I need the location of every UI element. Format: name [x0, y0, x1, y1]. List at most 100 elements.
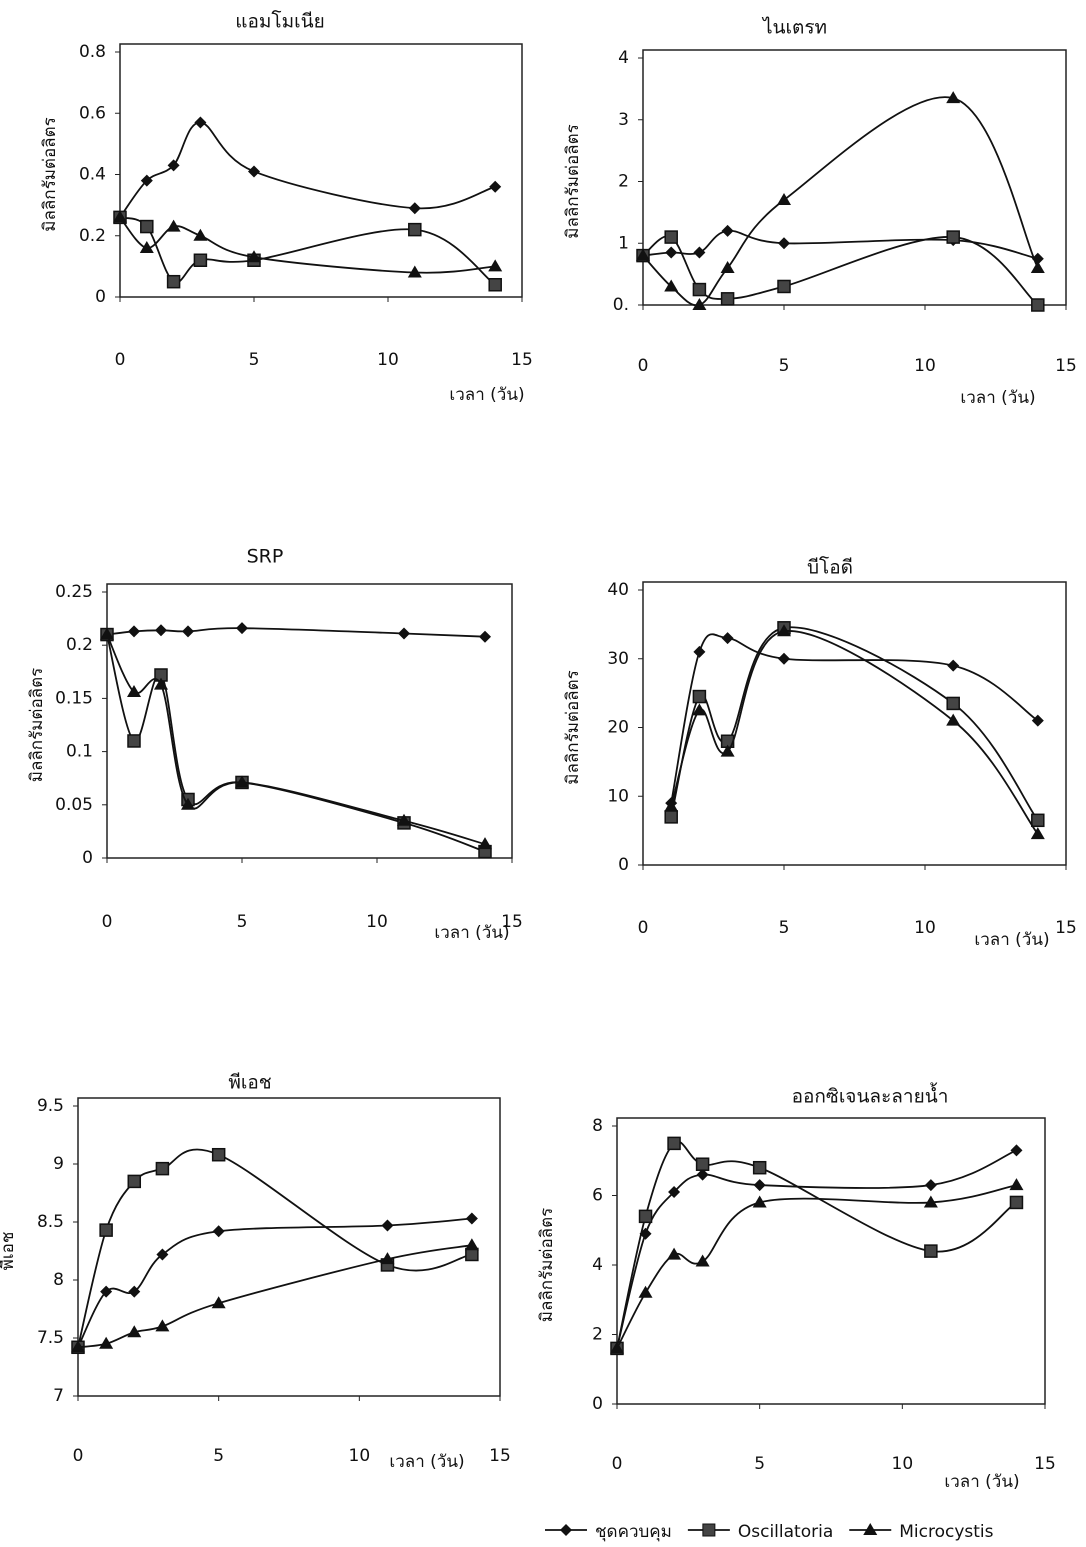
marker-square — [1032, 814, 1044, 826]
y-tick-label: 0.1 — [66, 742, 93, 762]
chart-title: ออกซิเจนละลายน้ำ — [792, 1083, 949, 1108]
y-tick-label: 0 — [618, 855, 629, 875]
marker-square — [693, 284, 705, 296]
y-tick-label: 0.15 — [55, 688, 93, 708]
marker-square — [947, 231, 959, 243]
y-tick-label: 7.5 — [37, 1328, 64, 1348]
marker-diamond — [381, 1219, 393, 1231]
y-tick-label: 8 — [53, 1270, 64, 1290]
y-tick-label: 0.6 — [79, 103, 106, 123]
marker-square — [128, 1175, 140, 1187]
plot-frame — [107, 584, 512, 858]
y-tick-label: 3 — [618, 110, 629, 130]
y-tick-label: 40 — [607, 580, 629, 600]
y-axis-label: มิลลิกรัมต่อลิตร — [40, 117, 60, 232]
y-tick-label: 0.2 — [66, 635, 93, 655]
x-tick-label: 0 — [638, 918, 649, 938]
y-tick-label: 10 — [607, 786, 629, 806]
marker-diamond — [398, 627, 410, 639]
y-tick-label: 0.25 — [55, 582, 93, 602]
series-line — [617, 1142, 1016, 1349]
y-tick-label: 9 — [53, 1154, 64, 1174]
marker-square — [640, 1210, 652, 1222]
marker-triangle — [721, 261, 735, 273]
marker-square — [156, 1163, 168, 1175]
x-axis-label: เวลา (วัน) — [944, 1472, 1019, 1492]
x-tick-label: 15 — [1034, 1454, 1056, 1474]
marker-triangle — [639, 1286, 653, 1298]
x-tick-label: 15 — [489, 1446, 511, 1466]
marker-triangle — [488, 259, 502, 271]
marker-square — [1032, 299, 1044, 311]
marker-diamond — [754, 1179, 766, 1191]
marker-diamond — [925, 1179, 937, 1191]
marker-square — [697, 1158, 709, 1170]
series-line — [671, 627, 1038, 820]
x-tick-label: 5 — [779, 356, 790, 376]
x-tick-label: 5 — [249, 350, 260, 370]
marker-diamond — [182, 625, 194, 637]
marker-square — [778, 280, 790, 292]
chart-title: พีเอช — [228, 1072, 271, 1094]
y-tick-label: 0 — [592, 1394, 603, 1414]
x-tick-label: 10 — [914, 918, 936, 938]
x-tick-label: 15 — [1055, 356, 1077, 376]
y-tick-label: 20 — [607, 718, 629, 738]
marker-diamond — [722, 632, 734, 644]
x-tick-label: 0 — [612, 1454, 623, 1474]
y-tick-label: 0.2 — [79, 226, 106, 246]
x-tick-label: 10 — [914, 356, 936, 376]
chart-title: แอมโมเนีย — [235, 10, 325, 33]
marker-diamond — [693, 646, 705, 658]
x-axis-label: เวลา (วัน) — [974, 930, 1049, 950]
marker-square — [100, 1224, 112, 1236]
marker-diamond — [947, 660, 959, 672]
y-tick-label: 6 — [592, 1186, 603, 1206]
y-tick-label: 30 — [607, 649, 629, 669]
x-tick-label: 10 — [366, 912, 388, 932]
legend-label: Oscillatoria — [738, 1522, 833, 1542]
y-tick-label: 0 — [82, 848, 93, 868]
x-tick-label: 10 — [892, 1454, 914, 1474]
marker-triangle — [1031, 261, 1045, 273]
marker-triangle — [664, 800, 678, 812]
x-tick-label: 15 — [1055, 918, 1077, 938]
x-axis-label: เวลา (วัน) — [449, 385, 524, 405]
x-tick-label: 0 — [73, 1446, 84, 1466]
marker-diamond — [128, 625, 140, 637]
legend-marker — [863, 1523, 877, 1535]
marker-diamond — [236, 622, 248, 634]
y-tick-label: 4 — [592, 1255, 603, 1275]
marker-diamond — [778, 653, 790, 665]
series-line — [78, 1219, 472, 1348]
marker-triangle — [1031, 827, 1045, 839]
marker-diamond — [722, 225, 734, 237]
marker-diamond — [693, 247, 705, 259]
marker-triangle — [777, 193, 791, 205]
marker-square — [693, 691, 705, 703]
y-tick-label: 7 — [53, 1386, 64, 1406]
plot-frame — [120, 44, 522, 297]
y-tick-label: 2 — [618, 172, 629, 192]
marker-diamond — [155, 624, 167, 636]
x-tick-label: 0 — [102, 912, 113, 932]
plot-frame — [617, 1118, 1045, 1404]
y-axis-label: พีเอช — [0, 1232, 18, 1271]
marker-square — [128, 735, 140, 747]
series-line — [671, 634, 1038, 803]
marker-square — [665, 231, 677, 243]
marker-square — [722, 293, 734, 305]
marker-triangle — [946, 714, 960, 726]
marker-diamond — [1010, 1144, 1022, 1156]
y-tick-label: 2 — [592, 1325, 603, 1345]
x-tick-label: 5 — [213, 1446, 224, 1466]
marker-square — [194, 254, 206, 266]
y-tick-label: 9.5 — [37, 1096, 64, 1116]
y-tick-label: 0.8 — [79, 42, 106, 62]
x-tick-label: 10 — [349, 1446, 371, 1466]
series-line — [643, 97, 1038, 305]
marker-square — [466, 1248, 478, 1260]
marker-triangle — [692, 298, 706, 310]
series-line — [107, 635, 485, 852]
x-tick-label: 10 — [377, 350, 399, 370]
